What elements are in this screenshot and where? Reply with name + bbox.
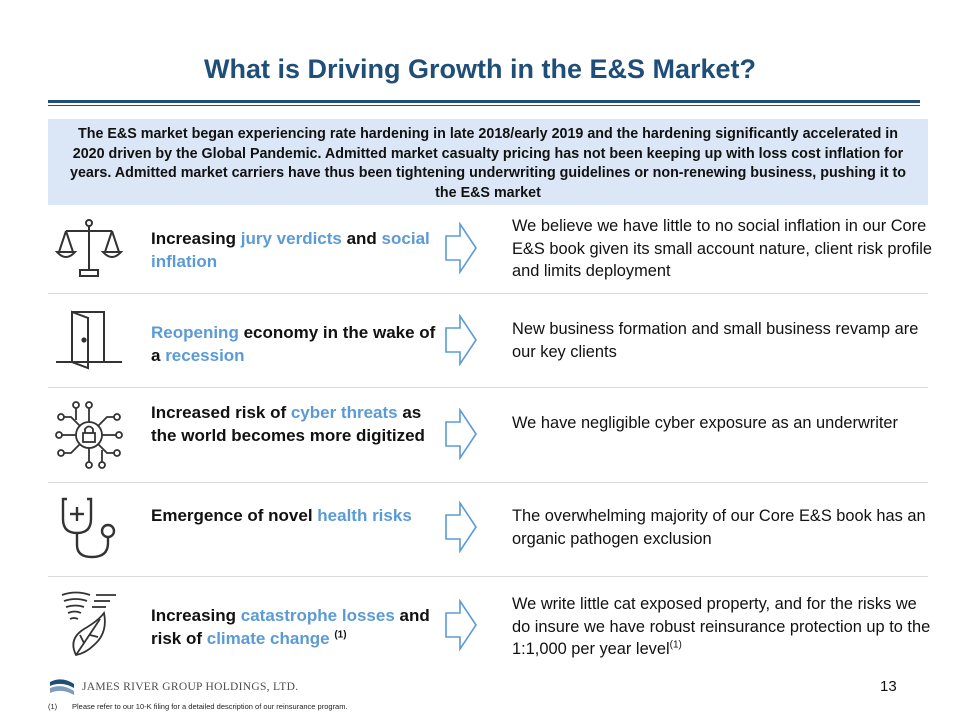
intro-box: The E&S market began experiencing rate h…: [48, 119, 928, 205]
arrow-right-icon: [445, 599, 477, 651]
footnote-text: Please refer to our 10-K filing for a de…: [72, 702, 348, 711]
driver-row: Increased risk of cyber threats as the w…: [48, 388, 928, 482]
driver-row: Increasing catastrophe losses and risk o…: [48, 577, 930, 670]
stethoscope-icon: [61, 497, 116, 559]
page-title: What is Driving Growth in the E&S Market…: [203, 54, 757, 84]
driver-label: Emergence of novel health risks: [151, 505, 441, 528]
open-door-icon: [56, 310, 122, 370]
driver-label-highlight: jury verdicts: [240, 229, 342, 248]
response-text: The overwhelming majority of our Core E&…: [512, 507, 926, 548]
driver-label-highlight: catastrophe losses: [240, 606, 395, 625]
driver-label-part: Increasing: [151, 606, 241, 625]
driver-label-part: Increasing: [151, 229, 241, 248]
arrow-right-icon: [445, 222, 477, 274]
driver-label: Increasing jury verdicts and social infl…: [151, 228, 441, 273]
driver-label-part: Emergence of novel: [151, 506, 318, 525]
driver-row: Increasing jury verdicts and social infl…: [48, 206, 932, 293]
driver-label: Reopening economy in the wake of a reces…: [151, 322, 441, 367]
response-text: We have negligible cyber exposure as an …: [512, 414, 899, 432]
title-rule-thin: [48, 105, 920, 106]
title-rule: [48, 100, 920, 103]
row-divider: [48, 387, 928, 388]
driver-row: Emergence of novel health risks The over…: [48, 483, 928, 576]
response-text: New business formation and small busines…: [512, 320, 919, 361]
response-text: We write little cat exposed property, an…: [512, 593, 932, 661]
arrow-right-icon: [445, 408, 477, 460]
page-number: 13: [880, 678, 897, 695]
driver-label: Increased risk of cyber threats as the w…: [151, 402, 441, 447]
driver-label-part: and: [341, 229, 382, 248]
driver-label-part: Increased risk of: [151, 403, 291, 422]
footnote-reference: (1): [334, 628, 347, 640]
driver-label-part: as the world becomes more digitized: [151, 403, 425, 445]
footnote: (1) Please refer to our 10-K filing for a…: [48, 702, 348, 711]
driver-label: Increasing catastrophe losses and risk o…: [151, 605, 441, 650]
footnote-marker: (1): [48, 702, 58, 711]
footnote-reference: (1): [669, 639, 682, 651]
company-name: JAMES RIVER GROUP HOLDINGS, LTD.: [82, 681, 299, 693]
cyber-lock-network-icon: [55, 401, 123, 469]
driver-label-highlight: social inflation: [151, 229, 430, 271]
company-logo: [50, 679, 74, 695]
driver-label-highlight: recession: [165, 345, 245, 365]
driver-label-highlight: health risks: [317, 506, 412, 525]
driver-label-part: economy in the wake of a: [151, 323, 436, 365]
driver-label-highlight: Reopening: [151, 323, 239, 342]
response-text-body: We write little cat exposed property, an…: [512, 595, 931, 658]
row-divider: [48, 293, 928, 294]
scales-of-justice-icon: [54, 219, 124, 277]
arrow-right-icon: [445, 501, 477, 553]
driver-label-highlight: cyber threats: [290, 403, 398, 422]
driver-row: Reopening economy in the wake of a reces…: [48, 294, 928, 387]
arrow-right-icon: [445, 314, 477, 366]
driver-label-highlight: climate change: [206, 628, 330, 648]
row-divider: [48, 576, 928, 577]
driver-label-part: and risk of: [151, 606, 430, 648]
response-text: We believe we have little to no social i…: [512, 217, 932, 280]
row-divider: [48, 482, 928, 483]
tornado-leaf-icon: [61, 591, 116, 657]
